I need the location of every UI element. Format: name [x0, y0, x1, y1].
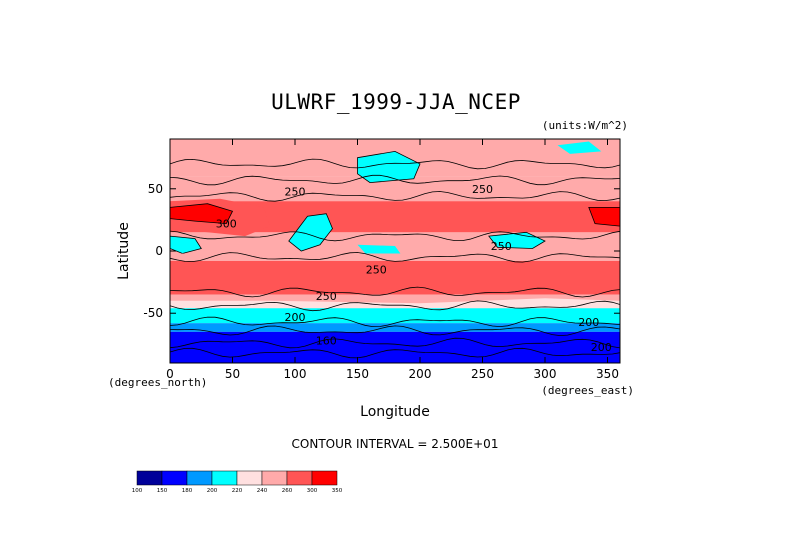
field-features [170, 141, 620, 359]
contour-label: 250 [316, 290, 337, 303]
contour-line [170, 174, 620, 186]
x-tick-label: 0 [166, 367, 174, 381]
contour-label: 300 [216, 218, 237, 231]
colorbar-label: 300 [307, 488, 318, 494]
contour-label: 200 [578, 316, 599, 329]
contour-line [170, 191, 620, 202]
x-axis-label: Longitude [360, 404, 430, 420]
contour-line [170, 252, 620, 263]
hot-region [588, 207, 620, 227]
y-tick-label: 50 [148, 182, 163, 196]
colorbar-label: 150 [157, 488, 168, 494]
transition-band [170, 298, 620, 309]
colorbar-swatch [161, 470, 188, 486]
contour-line [170, 286, 620, 298]
x-tick-label: 50 [225, 367, 240, 381]
contour-label: 250 [285, 185, 306, 198]
x-axis-ticks: 0 50 100 150 200 250 300 350 [166, 139, 619, 381]
x-tick-label: 150 [346, 367, 369, 381]
x-tick-label: 100 [284, 367, 307, 381]
latitude-band [170, 331, 620, 363]
latitude-band [170, 323, 620, 332]
colorbar-label: 220 [232, 488, 243, 494]
x-unit-note: (degrees_east) [541, 384, 634, 397]
colorbar-swatch [136, 470, 163, 486]
contour-label: 200 [285, 311, 306, 324]
contour-line [170, 325, 620, 337]
cold-region [357, 150, 421, 184]
plot-area: 250 250 300 250 250 250 200 200 160 200 [169, 138, 621, 364]
x-tick-label: 250 [471, 367, 494, 381]
x-tick-label: 350 [596, 367, 619, 381]
y-tick-label: 0 [155, 244, 163, 258]
colorbar-label: 100 [132, 488, 143, 494]
colorbar-swatch [236, 470, 263, 486]
colorbar-swatch [261, 470, 288, 486]
latitude-band [170, 307, 620, 324]
x-tick-label: 200 [409, 367, 432, 381]
contour-label: 250 [491, 240, 512, 253]
colorbar-label: 240 [257, 488, 268, 494]
colorbar-label: 200 [207, 488, 218, 494]
colorbar-label: 180 [182, 488, 193, 494]
contour-line [170, 337, 620, 349]
colorbar-swatch [211, 470, 238, 486]
band-edge [170, 253, 620, 261]
contour-label: 160 [316, 335, 337, 348]
colorbar-swatch [286, 470, 313, 486]
contour-line [170, 316, 620, 328]
hot-region [170, 203, 234, 225]
y-axis-ticks: -50 0 50 [143, 182, 620, 320]
y-tick-label: -50 [143, 306, 163, 320]
colorbar-swatch [186, 470, 213, 486]
contour-line [170, 300, 620, 312]
colorbar-label: 260 [282, 488, 293, 494]
contour-interval-text: CONTOUR INTERVAL = 2.500E+01 [292, 437, 499, 451]
colorbar-swatch [311, 470, 338, 486]
contour-label: 200 [591, 341, 612, 354]
latitude-band [170, 257, 620, 295]
y-unit-note: (degrees_north) [108, 376, 207, 389]
cold-region [557, 141, 602, 154]
units-note: (units:W/m^2) [542, 119, 628, 132]
y-axis-label: Latitude [116, 222, 132, 280]
contour-line [170, 158, 620, 170]
colorbar: 100 150 180 200 220 240 260 300 350 [132, 470, 343, 494]
contour-line [170, 230, 620, 242]
contour-label: 250 [472, 183, 493, 196]
contour-line [170, 347, 620, 359]
colorbar-label: 350 [332, 488, 343, 494]
cold-region [170, 235, 202, 254]
x-tick-label: 300 [534, 367, 557, 381]
contour-label: 250 [366, 264, 387, 277]
chart-title: ULWRF_1999-JJA_NCEP [271, 90, 521, 114]
cold-region [288, 213, 333, 252]
contour-labels: 250 250 300 250 250 250 200 200 160 200 [216, 183, 612, 354]
